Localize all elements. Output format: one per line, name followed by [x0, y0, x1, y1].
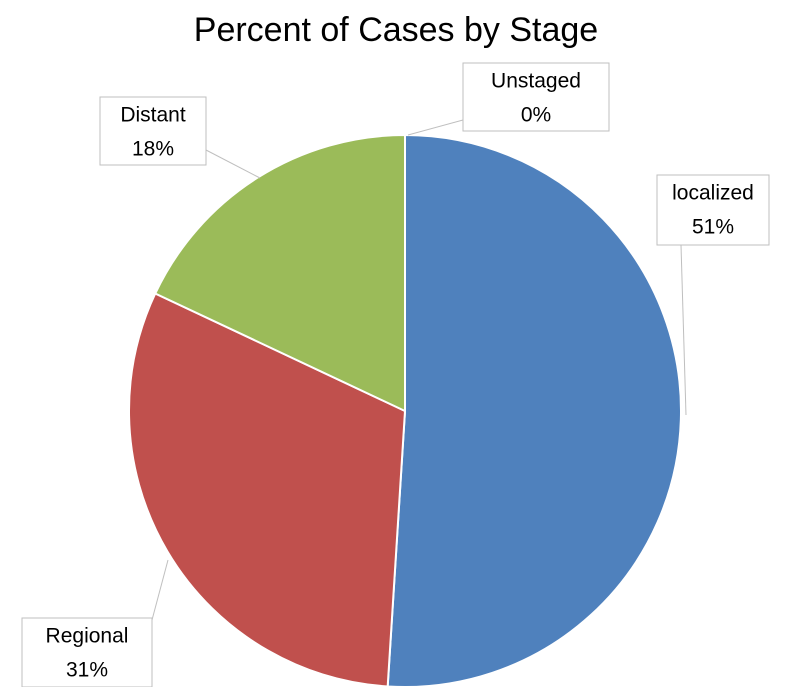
- pie-slice: [128, 292, 407, 687]
- value-label: 51%: [692, 216, 734, 239]
- leader-line: [205, 149, 261, 179]
- category-label: Regional: [46, 625, 129, 648]
- category-label: Unstaged: [491, 70, 581, 93]
- label-box: [99, 96, 207, 166]
- value-label: 18%: [132, 138, 174, 161]
- label-box: [656, 174, 770, 246]
- category-label: Distant: [120, 104, 186, 127]
- pie-slice: [153, 133, 406, 413]
- value-label: 31%: [66, 659, 108, 682]
- leader-line: [680, 244, 687, 416]
- category-label: localized: [672, 182, 754, 205]
- label-box: [462, 62, 610, 132]
- label-box: [21, 617, 153, 687]
- value-label: 0%: [521, 104, 551, 127]
- pie-slice: [386, 133, 682, 687]
- chart-title: Percent of Cases by Stage: [194, 11, 598, 49]
- leader-line: [407, 119, 464, 136]
- leader-line: [151, 559, 169, 621]
